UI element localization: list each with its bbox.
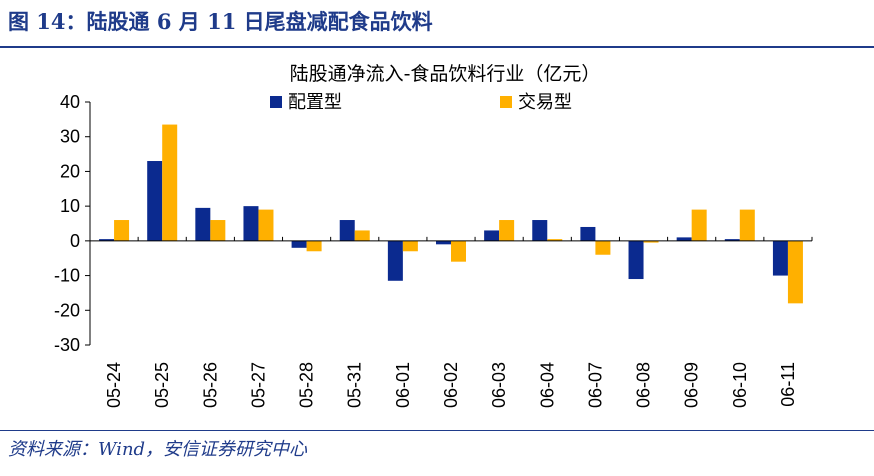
x-tick-label: 06-04 — [537, 362, 557, 408]
x-tick-label: 06-08 — [634, 362, 654, 408]
bar-series-1 — [580, 226, 596, 241]
x-tick-label: 05-27 — [248, 362, 268, 408]
legend-swatch-series-1 — [270, 96, 282, 108]
legend-label-series-1: 配置型 — [288, 92, 342, 113]
bar-series-2 — [643, 240, 659, 243]
x-tick-label: 06-03 — [489, 362, 509, 408]
y-tick-label: 0 — [70, 231, 80, 251]
bar-series-1 — [676, 237, 692, 241]
figure-title: 图 14：陆股通 6 月 11 日尾盘减配食品饮料 — [8, 9, 433, 34]
bar-series-2 — [787, 240, 803, 304]
bar-series-2 — [451, 240, 466, 262]
bar-chart: 陆股通净流入-食品饮料行业（亿元） 配置型 交易型 -30 -20 -10 0 10 20… — [54, 63, 813, 408]
bar-series-1 — [243, 206, 259, 241]
bar-series-2 — [595, 240, 611, 255]
bar-series-1 — [724, 239, 740, 241]
bar-series-2 — [162, 124, 178, 241]
bar-series-2 — [547, 239, 563, 241]
x-axis: 05-24 05-25 05-26 05-27 05-28 05-31 06-01 06-02… — [89, 236, 813, 408]
x-tick-label: 05-24 — [104, 362, 124, 408]
bar-series-2 — [210, 220, 226, 241]
bottom-divider — [0, 430, 874, 431]
bar-series-2 — [499, 220, 515, 241]
x-tick-label: 06-07 — [585, 362, 605, 408]
x-tick-label: 06-02 — [441, 362, 461, 408]
legend-swatch-series-2 — [500, 96, 512, 108]
x-tick-label: 05-31 — [345, 362, 365, 408]
bar-series-1 — [99, 239, 115, 241]
x-tick-label: 05-26 — [200, 362, 220, 408]
bar-series-1 — [291, 240, 307, 248]
bar-series-1 — [532, 220, 548, 241]
bar-series-2 — [354, 230, 370, 241]
bar-series-2 — [114, 220, 130, 241]
bars — [99, 124, 803, 304]
bar-series-2 — [402, 240, 418, 252]
legend: 配置型 交易型 — [270, 92, 572, 113]
bar-series-1 — [436, 240, 451, 245]
bar-series-1 — [484, 230, 500, 241]
x-tick-label: 06-10 — [730, 362, 750, 408]
bar-series-1 — [772, 240, 788, 276]
y-tick-label: -20 — [54, 300, 80, 320]
y-tick-label: 20 — [60, 161, 80, 181]
source-note: 资料来源：Wind，安信证券研究中心 — [8, 439, 308, 460]
x-tick-label: 05-25 — [152, 362, 172, 408]
top-divider — [0, 46, 874, 48]
y-tick-label: -30 — [54, 335, 80, 355]
chart-title: 陆股通净流入-食品饮料行业（亿元） — [290, 63, 601, 85]
bar-series-1 — [628, 240, 644, 280]
y-tick-label: -10 — [54, 266, 80, 286]
x-tick-label: 06-11 — [778, 362, 798, 407]
bar-series-2 — [258, 209, 274, 241]
y-tick-label: 10 — [60, 196, 80, 216]
bar-series-2 — [306, 240, 322, 252]
bar-series-1 — [195, 207, 211, 241]
legend-label-series-2: 交易型 — [518, 92, 572, 113]
bar-series-1 — [387, 240, 403, 281]
x-tick-label: 05-28 — [297, 362, 317, 408]
bar-series-2 — [739, 209, 755, 241]
y-tick-label: 30 — [60, 127, 80, 147]
bar-series-1 — [339, 220, 355, 241]
bar-series-1 — [147, 161, 163, 241]
y-tick-label: 40 — [60, 92, 80, 112]
x-tick-label: 06-09 — [682, 362, 702, 408]
y-axis: -30 -20 -10 0 10 20 30 40 — [54, 92, 91, 355]
bar-series-2 — [691, 209, 707, 241]
x-tick-label: 06-01 — [393, 362, 413, 408]
